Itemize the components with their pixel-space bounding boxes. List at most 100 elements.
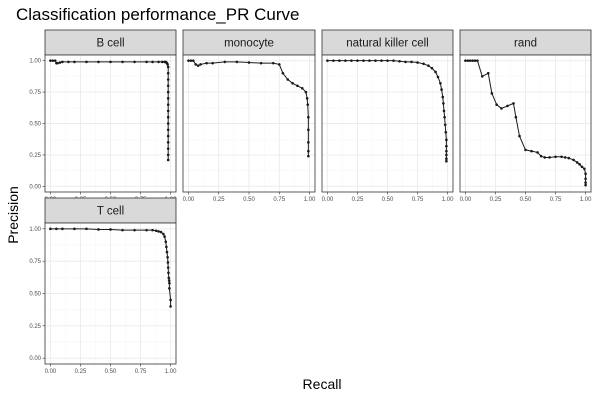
data-point (536, 151, 539, 154)
data-point (374, 59, 377, 62)
data-point (166, 153, 170, 157)
data-point (307, 115, 310, 119)
data-point (427, 64, 430, 67)
data-point (362, 59, 365, 62)
data-point (567, 156, 571, 160)
data-point (97, 228, 100, 231)
data-point (133, 60, 136, 64)
data-point (97, 60, 100, 64)
data-point (445, 149, 448, 153)
data-point (442, 102, 445, 105)
data-point (165, 250, 169, 254)
data-point (495, 103, 498, 106)
x-tick-label: 0.25 (490, 197, 502, 203)
data-point (506, 104, 509, 108)
data-point (524, 148, 527, 152)
data-point (164, 240, 168, 244)
data-point (166, 97, 170, 100)
data-point (441, 95, 445, 99)
data-point (53, 59, 57, 62)
data-point (73, 60, 76, 64)
data-point (445, 144, 448, 148)
data-point (584, 177, 587, 181)
data-point (486, 71, 490, 75)
x-tick-label: 0.75 (135, 369, 147, 375)
data-point (344, 59, 347, 62)
x-tick-label: 0.00 (322, 197, 334, 203)
facet-strip-label: monocyte (224, 38, 274, 50)
data-point (473, 59, 477, 62)
data-point (464, 59, 467, 62)
data-point (500, 107, 503, 110)
data-point (166, 65, 170, 69)
data-point (109, 228, 112, 231)
data-point (49, 59, 52, 62)
y-axis-title: Precision (5, 186, 21, 244)
facet-strip-label: natural killer cell (346, 38, 428, 50)
data-point (163, 235, 166, 238)
data-point (61, 227, 64, 231)
data-point (514, 115, 518, 119)
data-point (166, 134, 170, 138)
data-point (291, 81, 294, 85)
x-tick-label: 0.50 (243, 197, 255, 203)
data-point (445, 153, 448, 157)
data-point (584, 183, 587, 187)
data-point (259, 61, 263, 65)
data-point (368, 59, 371, 62)
data-point (444, 130, 448, 134)
data-point (162, 232, 165, 236)
data-point (154, 229, 158, 233)
data-point (580, 165, 584, 169)
data-point (445, 138, 448, 142)
facet-strip (44, 197, 177, 224)
data-point (166, 84, 170, 88)
data-point (166, 109, 170, 113)
series-line (465, 60, 587, 186)
data-point (235, 60, 239, 64)
data-point (578, 163, 581, 166)
data-point (205, 61, 208, 65)
data-point (410, 60, 413, 64)
data-point (305, 97, 309, 100)
data-point (466, 59, 470, 62)
data-point (169, 298, 172, 302)
data-point (211, 61, 214, 65)
data-point (159, 230, 163, 234)
data-point (286, 78, 290, 81)
data-point (584, 172, 587, 176)
data-point (166, 158, 170, 162)
x-tick-label: 0.75 (273, 197, 285, 203)
data-point (187, 59, 190, 62)
facet-t-cell: T cell 0.00 0.25 0.50 0.75 1.00 0.00 0.25 0.50 0.… (29, 197, 177, 375)
data-point (199, 63, 202, 66)
data-point (296, 84, 299, 88)
data-point (445, 157, 448, 160)
data-point (55, 227, 58, 231)
data-point (168, 287, 171, 290)
data-point (160, 60, 164, 64)
data-point (476, 59, 479, 62)
data-point (223, 60, 227, 64)
data-point (166, 63, 169, 66)
data-point (85, 227, 88, 231)
data-point (166, 78, 170, 81)
data-point (121, 60, 124, 64)
chart-title: Classification performance_PR Curve (16, 5, 299, 24)
data-point (61, 60, 64, 64)
data-point (307, 141, 310, 144)
data-point (166, 122, 170, 125)
y-tick-label: 0.00 (29, 356, 41, 362)
data-point (307, 128, 310, 132)
data-point (167, 271, 170, 275)
x-tick-label: 0.00 (45, 369, 57, 375)
data-point (67, 60, 70, 64)
data-point (518, 134, 521, 138)
data-point (548, 156, 551, 159)
data-point (436, 75, 440, 79)
data-point (430, 66, 434, 70)
x-tick-label: 0.25 (213, 197, 225, 203)
data-point (350, 59, 353, 62)
facet-strip (44, 29, 177, 56)
